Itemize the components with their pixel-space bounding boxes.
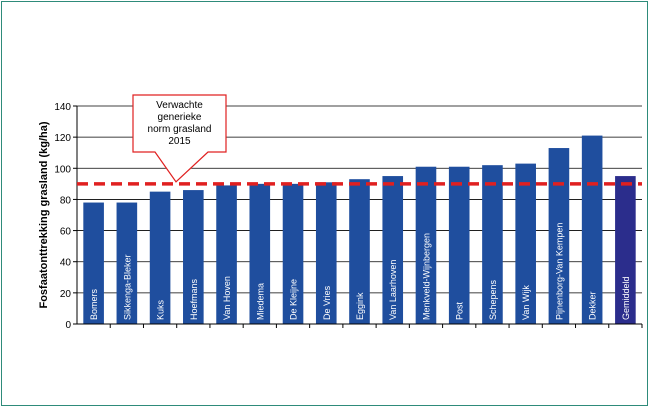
bar-label: Pijnenborg-Van Kempen [554, 223, 564, 320]
bar-label: Menkveld-Wijnbergen [421, 233, 431, 320]
annotation-text: Verwachte [156, 100, 203, 111]
y-tick-label: 20 [60, 289, 72, 300]
annotation-text: generieke [158, 112, 202, 123]
bar-schepens [482, 165, 503, 324]
bar-label: Bomers [89, 288, 99, 320]
bar-label: Sikkenga-Bleker [122, 254, 132, 320]
bar-label: Van Laarhoven [388, 260, 398, 320]
y-tick-label: 60 [60, 227, 72, 238]
bar-label: Gemiddeld [621, 276, 631, 320]
bar-eggink [349, 179, 370, 324]
bar-label: Eggink [355, 292, 365, 320]
y-tick-label: 0 [65, 320, 71, 331]
bar-miedema [249, 183, 271, 324]
bar-de-vries [315, 182, 337, 324]
bar-pijnenborg-van-kempen [548, 148, 570, 324]
bar-label: Van Wijk [521, 285, 531, 320]
y-tick-label: 120 [54, 133, 71, 144]
bar-label: Schepens [488, 279, 498, 320]
chart-frame: 0 20 40 60 80 100 120 140 Bomers Sikkenga-Bleker… [1, 1, 648, 406]
bar-label: De Kleijne [289, 279, 299, 320]
bar-label: Van Hoven [222, 276, 232, 320]
bar-label: Miedema [255, 283, 265, 320]
annotation-box [132, 94, 227, 183]
bar-label: Post [455, 301, 465, 320]
bar-label: De Vries [322, 285, 332, 320]
y-tick-label: 100 [54, 164, 71, 175]
axes [73, 106, 642, 325]
bar-van-wijk [515, 163, 536, 324]
y-tick-label: 80 [60, 195, 72, 206]
bar-post [448, 166, 470, 324]
annotation-text: 2015 [168, 136, 191, 147]
bar-gemiddeld [615, 176, 636, 324]
bar-hoefmans [183, 190, 204, 324]
bar-de-kleijne [282, 183, 304, 324]
bar-labels: Bomers Sikkenga-Bleker Kuks Hoefmans Van Hov… [89, 223, 631, 320]
bars [83, 135, 643, 328]
bar-menkveld-wijnbergen [415, 166, 437, 324]
bar-label: Hoefmans [189, 278, 199, 320]
bar-bomers [83, 202, 104, 324]
annotation-text: norm grasland [148, 124, 212, 135]
y-axis-label: Fosfaatonttrekking grasland (kg/ha) [38, 121, 50, 308]
bar-kuks [149, 191, 171, 324]
bar-van-laarhoven [382, 176, 404, 324]
y-tick-label: 140 [54, 102, 71, 113]
bar-label: Dekker [588, 291, 598, 320]
bar-label: Kuks [156, 299, 166, 320]
bar-sikkenga-bleker [116, 202, 138, 324]
y-tick-labels: 0 20 40 60 80 100 120 140 [54, 102, 71, 331]
bar-van-hoven [216, 185, 237, 324]
y-tick-label: 40 [60, 258, 72, 269]
